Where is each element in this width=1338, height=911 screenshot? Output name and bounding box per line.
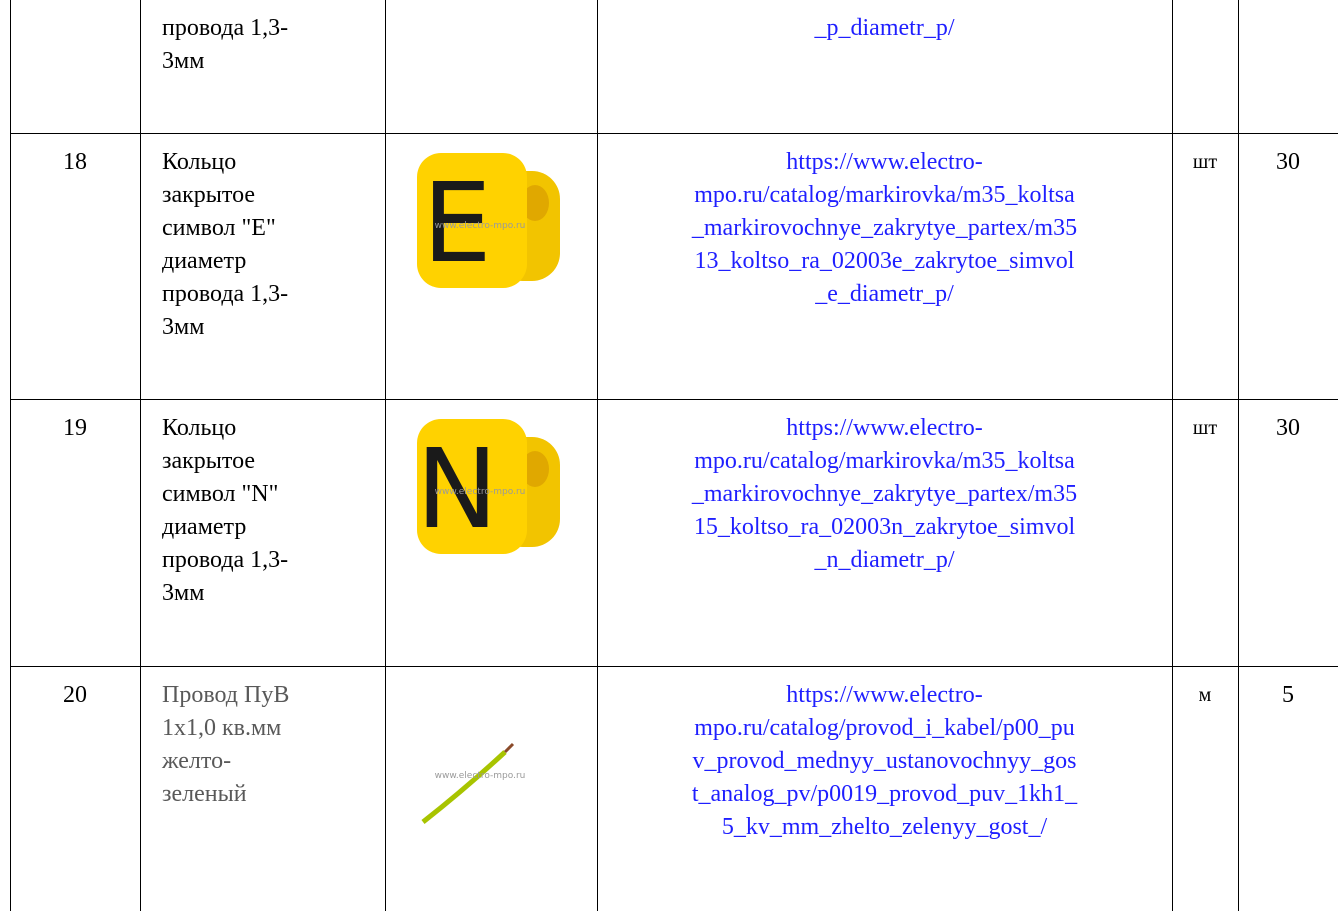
description-line: провода 1,3- [162,547,289,573]
description-line: 3мм [162,48,205,74]
column-border [597,0,598,911]
unit: шт [1192,417,1218,439]
ring-front [417,419,527,554]
row-number: 18 [63,149,87,175]
row-border [10,133,1338,134]
description-line: диаметр [162,248,247,274]
link-line: _markirovochnye_zakrytye_partex/m35 [691,215,1078,241]
link: https://www.electro-mpo.ru/catalog/marki… [597,412,1172,577]
link-line: https://www.electro- [786,682,983,708]
column-border [1172,0,1173,911]
link-line: 13_koltso_ra_02003e_zakrytoe_simvol [694,248,1075,274]
row-number: 19 [63,415,87,441]
ring-hole [521,185,549,221]
ring-letter: N [416,425,498,553]
description-line: провода 1,3- [162,281,289,307]
description: провода 1,3- 3мм [162,12,382,78]
description-line: символ "N" [162,481,279,507]
description-line: символ "E" [162,215,276,241]
ring-front [417,153,527,288]
description: Кольцо закрытое символ "N" диаметр провода 1… [162,412,382,610]
link-line: https://www.electro- [786,415,983,441]
link: https://www.electro-mpo.ru/catalog/provo… [597,679,1172,844]
link-line: mpo.ru/catalog/markirovka/m35_koltsa [694,182,1075,208]
watermark: www.electro-mpo.ru [435,771,526,781]
description-line: Кольцо [162,415,237,441]
description: Провод ПуВ 1х1,0 кв.мм желто-зеленый [162,679,382,811]
unit: м [1198,684,1212,706]
column-border [385,0,386,911]
description-line: провода 1,3- [162,15,289,41]
link-line: 15_koltso_ra_02003n_zakrytoe_simvol [693,514,1076,540]
column-border [140,0,141,911]
description-line: зеленый [162,781,247,807]
quantity: 30 [1276,415,1300,441]
unit: шт [1192,151,1218,173]
product-image: www.electro-mpo.ru [421,742,526,824]
link: https://www.electro-mpo.ru/catalog/marki… [597,146,1172,311]
description-line: 3мм [162,314,205,340]
quantity: 30 [1276,149,1300,175]
link: _p_diametr_p/ [597,12,1172,45]
link-line: _e_diametr_p/ [815,281,954,307]
link-line: mpo.ru/catalog/provod_i_kabel/p00_pu [694,715,1075,741]
column-border [10,0,11,911]
row-number: 20 [63,682,87,708]
column-border [1238,0,1239,911]
description-line: Провод ПуВ [162,682,290,708]
quantity: 5 [1282,682,1294,708]
link-line: https://www.electro- [786,149,983,175]
description-line: Кольцо [162,149,237,175]
description-line: закрытое [162,448,256,474]
wire [421,750,507,824]
ring-hole [521,451,549,487]
link-line: _markirovochnye_zakrytye_partex/m35 [691,481,1078,507]
link-line: mpo.ru/catalog/markirovka/m35_koltsa [694,448,1075,474]
description-line: желто- [162,748,232,774]
watermark: www.electro-mpo.ru [435,487,526,497]
description-line: закрытое [162,182,256,208]
watermark: www.electro-mpo.ru [435,221,526,231]
link-line: t_analog_pv/p0019_provod_puv_1kh1_ [691,781,1078,807]
description-line: 1х1,0 кв.мм [162,715,282,741]
description-line: диаметр [162,514,247,540]
link-line: _p_diametr_p/ [814,15,955,41]
row-border [10,399,1338,400]
link-line: v_provod_mednyy_ustanovochnyy_gos [692,748,1077,774]
link-line: _n_diametr_p/ [814,547,955,573]
description-line: 3мм [162,580,205,606]
description: Кольцо закрытое символ "E" диаметр провода 1… [162,146,382,344]
wire-core [503,742,515,754]
ring-letter: E [422,159,492,287]
link-line: 5_kv_mm_zhelto_zelenyy_gost_/ [721,814,1048,840]
row-border [10,666,1338,667]
